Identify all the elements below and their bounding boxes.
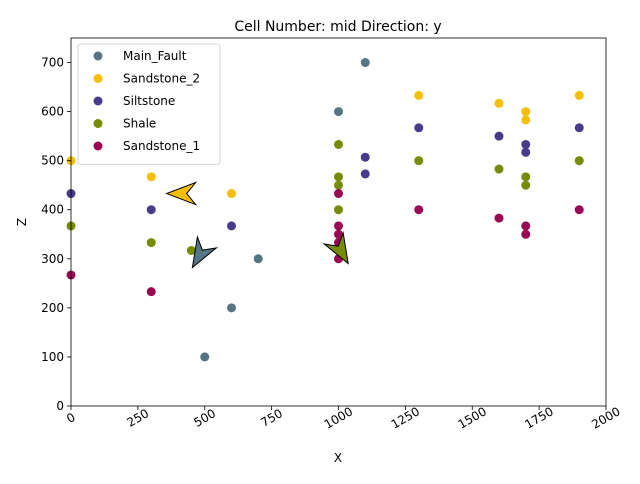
data-point	[146, 238, 156, 248]
y-tick-label: 100	[41, 350, 64, 364]
data-point	[521, 172, 531, 182]
legend-label: Sandstone_2	[123, 72, 200, 86]
data-point	[334, 229, 343, 239]
data-point	[521, 139, 531, 149]
chart-title: Cell Number: mid Direction: y	[234, 19, 441, 35]
orientation-marker	[165, 181, 198, 206]
y-tick-label: 200	[41, 301, 64, 315]
data-point	[360, 58, 370, 68]
data-point	[334, 180, 343, 190]
data-point	[521, 147, 531, 157]
data-point	[146, 172, 156, 182]
data-point	[200, 352, 210, 362]
data-point	[521, 180, 531, 190]
data-point	[521, 229, 531, 239]
legend-label: Shale	[123, 117, 156, 131]
legend-marker	[93, 74, 103, 83]
data-point	[521, 221, 531, 231]
legend-label: Main_Fault	[123, 49, 187, 63]
data-point	[414, 156, 424, 166]
y-tick-label: 700	[41, 56, 64, 70]
data-point	[334, 189, 343, 199]
data-point	[494, 98, 504, 108]
data-point	[186, 245, 196, 255]
plot-area	[66, 58, 584, 362]
data-point	[574, 90, 584, 100]
legend-marker	[93, 141, 103, 151]
orientation-marker	[191, 234, 219, 269]
data-point	[414, 123, 424, 133]
data-point	[227, 189, 236, 199]
data-point	[574, 156, 584, 166]
data-point	[521, 115, 531, 125]
data-point	[253, 254, 263, 264]
y-tick-label: 600	[41, 105, 64, 119]
y-tick-label: 0	[56, 399, 64, 413]
data-point	[574, 205, 584, 215]
x-tick-label: 250	[124, 406, 151, 430]
data-point	[360, 152, 370, 162]
legend: Main_Fault Sandstone_2 Siltstone Shale Sands…	[77, 43, 221, 165]
legend-box	[77, 43, 221, 165]
data-point	[494, 213, 504, 223]
data-point	[414, 90, 424, 100]
x-tick-label: 750	[258, 406, 285, 430]
x-tick-label: 0	[64, 410, 78, 426]
legend-marker	[93, 119, 103, 128]
data-point	[494, 164, 504, 174]
data-point	[521, 107, 531, 117]
x-tick-label: 500	[191, 406, 218, 430]
legend-marker	[93, 96, 103, 106]
legend-label: Sandstone_1	[123, 139, 200, 153]
y-tick-label: 300	[41, 252, 64, 266]
data-point	[334, 172, 343, 182]
y-axis-label: Z	[15, 218, 29, 226]
data-point	[494, 131, 504, 141]
legend-label: Siltstone	[123, 94, 175, 108]
data-point	[574, 123, 584, 133]
legend-marker	[93, 51, 103, 61]
data-point	[146, 287, 156, 297]
y-tick-label: 400	[41, 203, 64, 217]
data-point	[360, 169, 370, 179]
data-point	[414, 205, 424, 215]
orientation-marker	[322, 231, 349, 265]
data-point	[334, 107, 343, 117]
data-point	[334, 139, 343, 149]
x-axis-label: X	[334, 451, 342, 465]
data-point	[146, 205, 156, 215]
data-point	[334, 205, 343, 215]
y-tick-label: 500	[41, 154, 64, 168]
data-point	[227, 221, 236, 231]
data-point	[227, 303, 236, 313]
data-point	[334, 221, 343, 231]
